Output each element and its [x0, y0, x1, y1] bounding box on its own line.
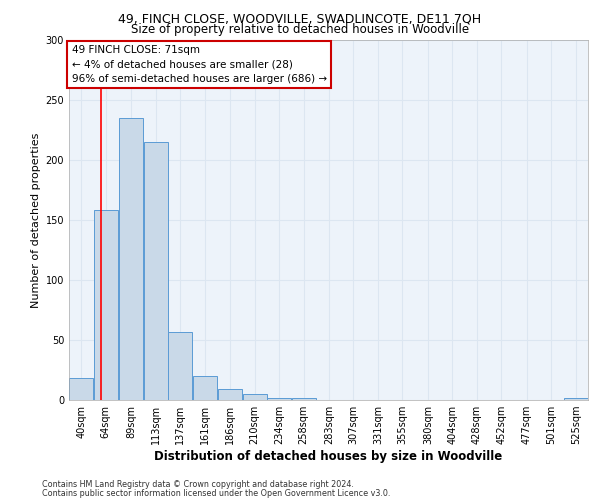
X-axis label: Distribution of detached houses by size in Woodville: Distribution of detached houses by size …	[154, 450, 503, 463]
Y-axis label: Number of detached properties: Number of detached properties	[31, 132, 41, 308]
Bar	[119, 118, 143, 400]
Text: 49, FINCH CLOSE, WOODVILLE, SWADLINCOTE, DE11 7QH: 49, FINCH CLOSE, WOODVILLE, SWADLINCOTE,…	[118, 12, 482, 26]
Bar	[168, 332, 192, 400]
Text: Size of property relative to detached houses in Woodville: Size of property relative to detached ho…	[131, 22, 469, 36]
Bar	[143, 142, 167, 400]
Bar	[267, 398, 291, 400]
Text: 49 FINCH CLOSE: 71sqm
← 4% of detached houses are smaller (28)
96% of semi-detac: 49 FINCH CLOSE: 71sqm ← 4% of detached h…	[71, 46, 327, 84]
Bar	[292, 398, 316, 400]
Bar	[69, 378, 93, 400]
Text: Contains public sector information licensed under the Open Government Licence v3: Contains public sector information licen…	[42, 488, 391, 498]
Bar	[94, 210, 118, 400]
Bar	[193, 376, 217, 400]
Text: Contains HM Land Registry data © Crown copyright and database right 2024.: Contains HM Land Registry data © Crown c…	[42, 480, 354, 489]
Bar	[218, 389, 242, 400]
Bar	[242, 394, 266, 400]
Bar	[564, 398, 588, 400]
